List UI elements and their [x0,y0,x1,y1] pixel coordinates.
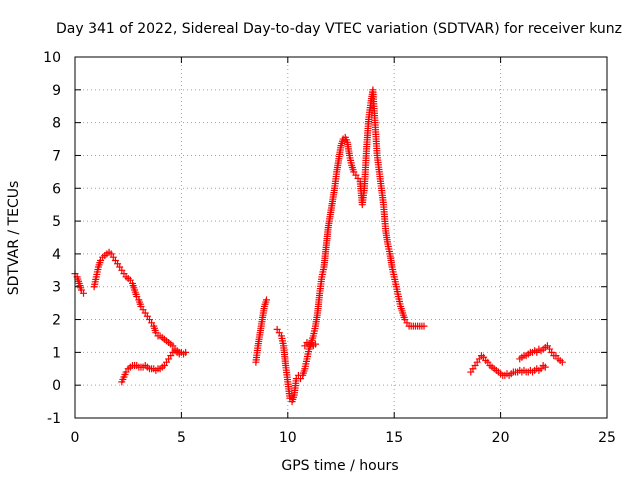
y-tick-label: 5 [52,214,61,230]
y-tick-label: 4 [52,247,61,263]
data-point [311,340,319,348]
data-point [263,296,271,304]
y-tick-label: 1 [52,345,61,361]
data-point [80,289,88,297]
y-axis-label: SDTVAR / TECUs [6,181,22,296]
y-tick-label: 3 [52,280,61,296]
x-tick-label: 0 [71,430,80,446]
x-axis-label: GPS time / hours [281,458,398,474]
chart-title: Day 341 of 2022, Sidereal Day-to-day VTE… [56,21,622,37]
y-tick-label: 6 [52,181,61,197]
series-segment-1 [71,270,88,297]
grid [75,57,607,418]
x-tick-label: 5 [177,430,186,446]
plot-frame [74,56,608,419]
data-point [541,363,549,371]
series-segment-5 [273,86,428,406]
y-tick-label: 8 [52,116,61,132]
series-segment-6 [301,339,319,350]
x-tick-label: 10 [279,430,297,446]
x-tick-label: 15 [385,430,403,446]
axis-ticks: 0 5 10 15 20 25 -1 0 1 2 3 4 5 6 7 8 9 10 [43,50,616,446]
data-point [175,350,183,358]
y-tick-label: 0 [52,378,61,394]
y-tick-label: 10 [43,50,61,66]
series-segment-7 [467,352,549,379]
series-segment-3 [118,347,183,386]
x-tick-label: 25 [598,430,616,446]
y-tick-label: -1 [47,411,61,427]
data-point [182,348,190,356]
data-point [420,322,428,330]
data-points [71,86,566,406]
y-tick-label: 2 [52,313,61,329]
x-tick-label: 20 [492,430,510,446]
series-segment-4 [252,296,271,366]
y-tick-label: 7 [52,148,61,164]
series-segment-2 [90,248,190,358]
y-tick-label: 9 [52,83,61,99]
data-point [558,358,566,366]
series-segment-8 [516,342,566,366]
